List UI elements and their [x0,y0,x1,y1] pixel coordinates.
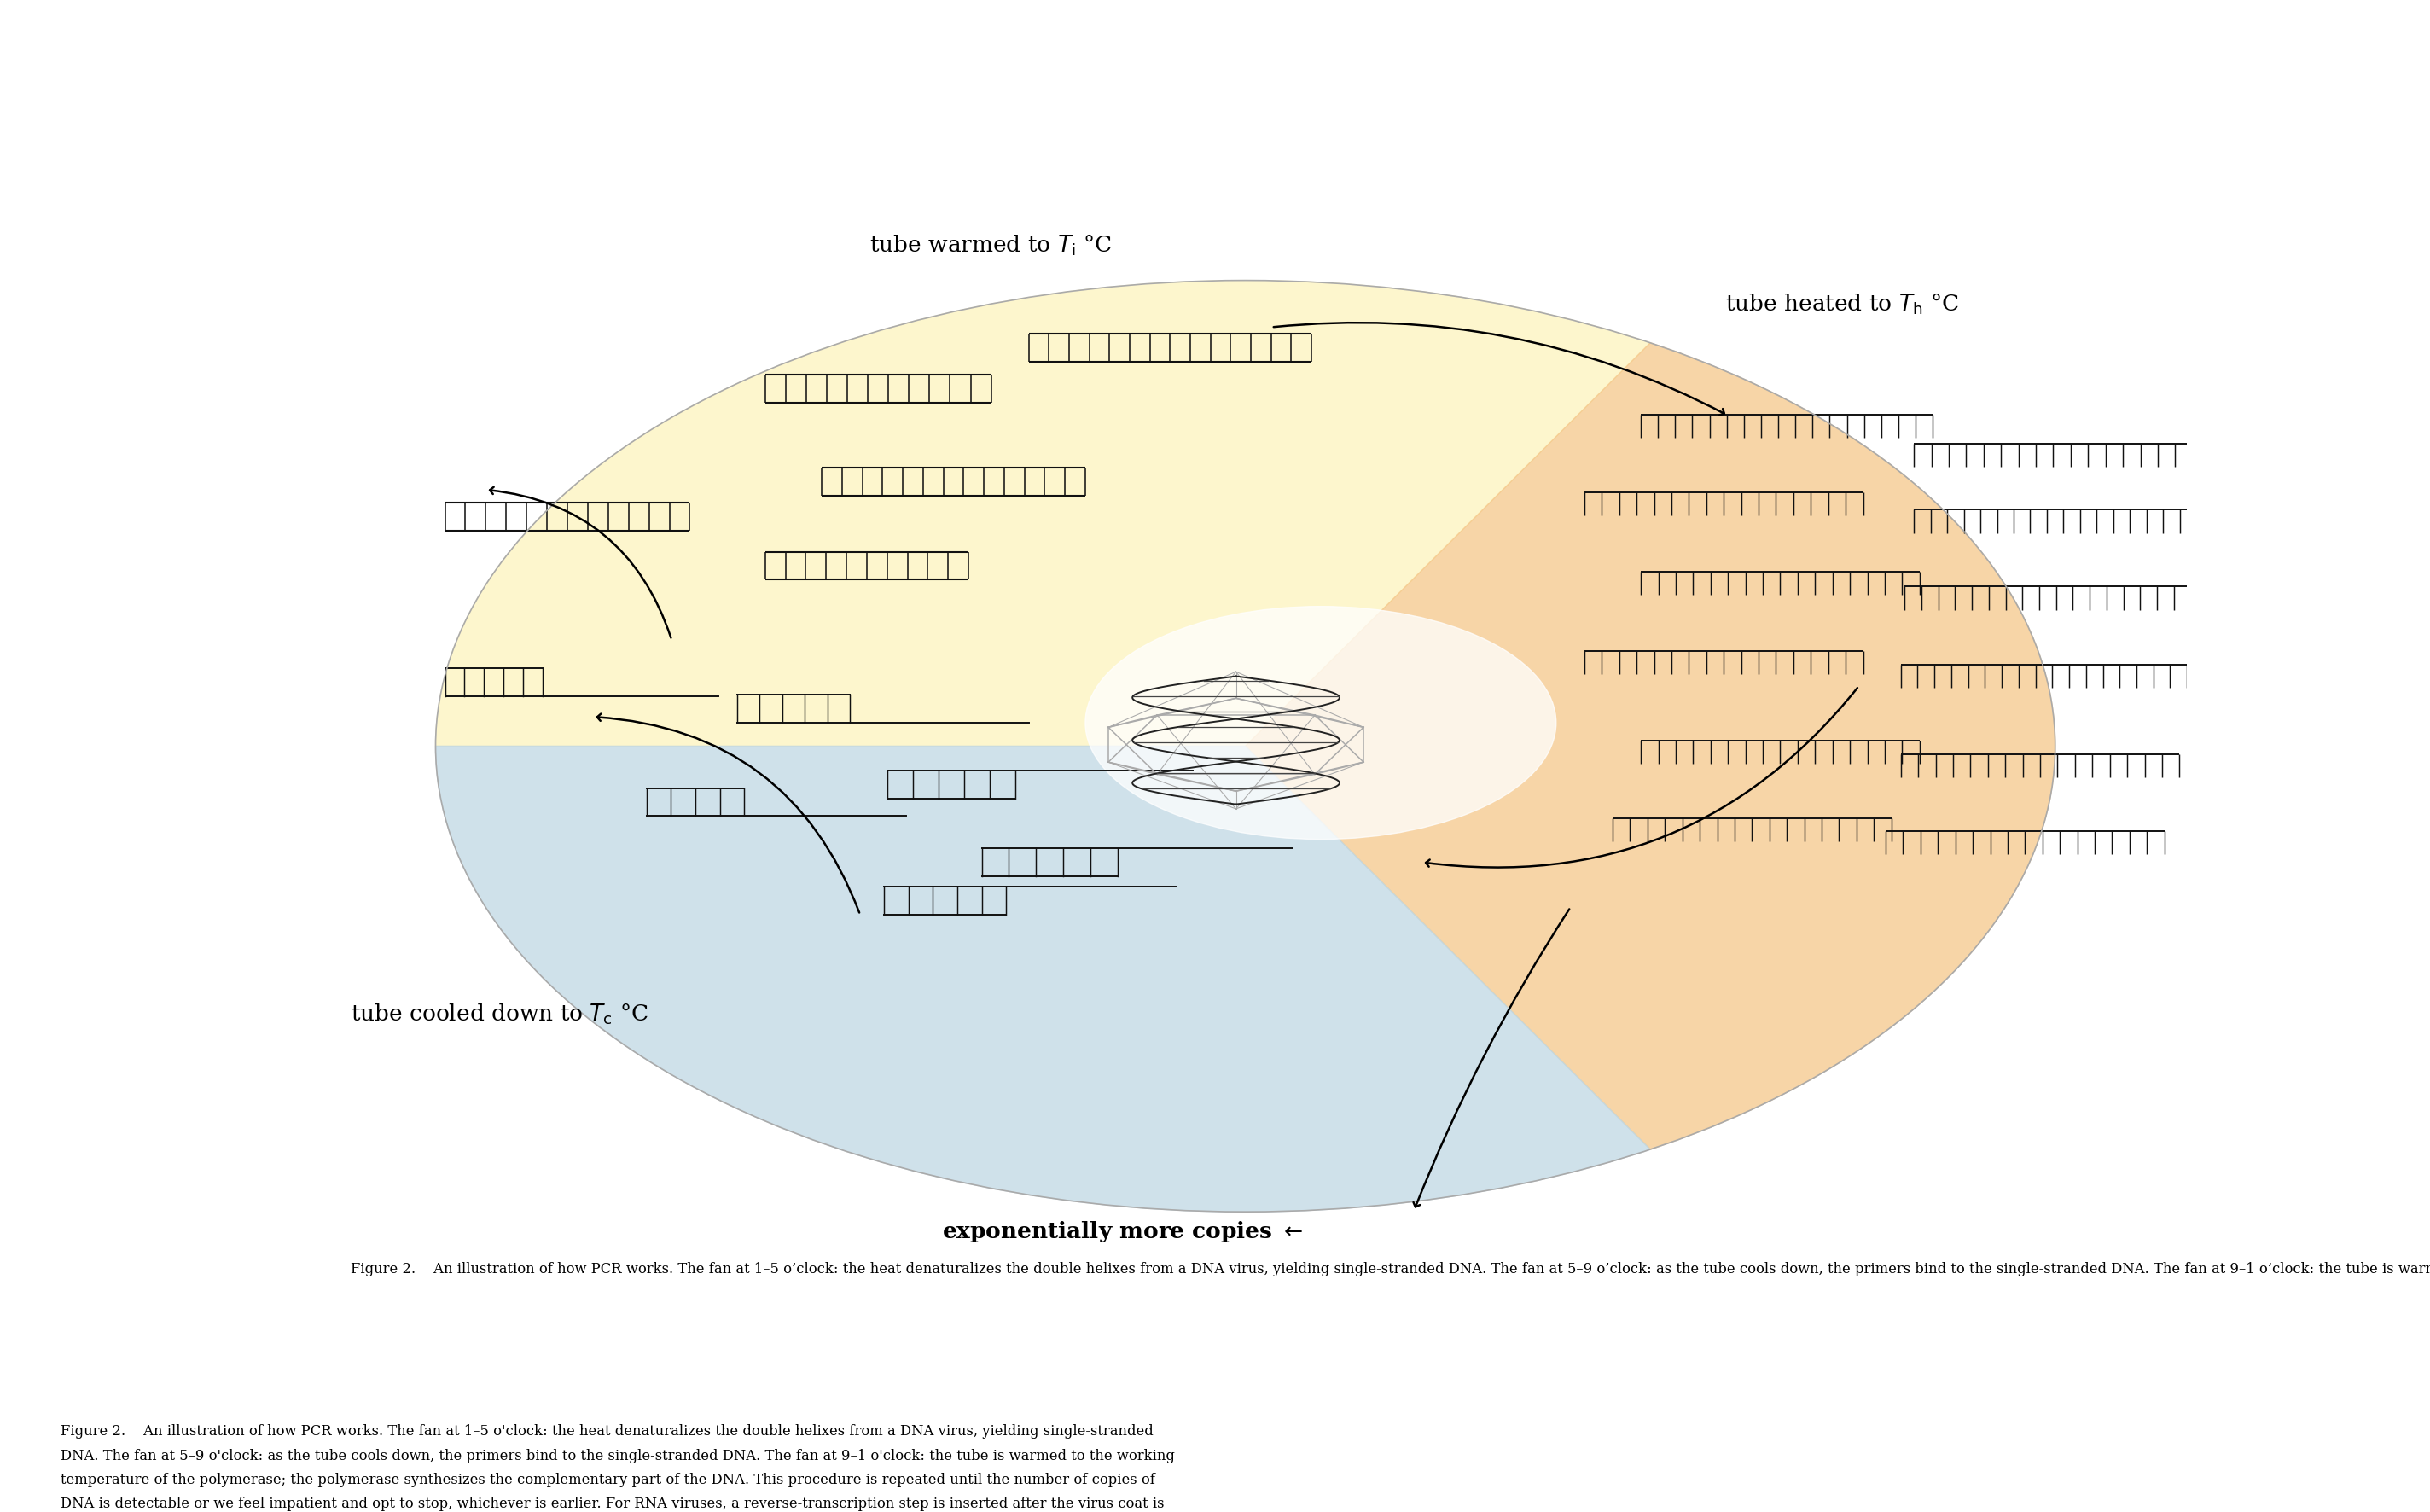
Text: tube cooled down to $T_\mathrm{c}$ °C: tube cooled down to $T_\mathrm{c}$ °C [350,1001,649,1027]
Text: temperature of the polymerase; the polymerase synthesizes the complementary part: temperature of the polymerase; the polym… [61,1473,1154,1488]
Text: Figure 2.    An illustration of how PCR works. The fan at 1–5 o'clock: the heat : Figure 2. An illustration of how PCR wor… [61,1424,1154,1439]
Text: DNA. The fan at 5–9 o'clock: as the tube cools down, the primers bind to the sin: DNA. The fan at 5–9 o'clock: as the tube… [61,1448,1176,1464]
Text: DNA is detectable or we feel impatient and opt to stop, whichever is earlier. Fo: DNA is detectable or we feel impatient a… [61,1497,1164,1512]
Text: tube heated to $T_\mathrm{h}$ °C: tube heated to $T_\mathrm{h}$ °C [1725,292,1959,316]
Ellipse shape [1086,606,1555,839]
Text: Figure 2.    An illustration of how PCR works. The fan at 1–5 o’clock: the heat : Figure 2. An illustration of how PCR wor… [350,1263,2430,1276]
Polygon shape [1247,343,2056,1149]
Polygon shape [435,745,1650,1211]
Text: tube warmed to $T_\mathrm{i}$ °C: tube warmed to $T_\mathrm{i}$ °C [870,233,1113,259]
Text: exponentially more copies $\leftarrow$: exponentially more copies $\leftarrow$ [943,1219,1302,1244]
Polygon shape [435,280,1650,745]
